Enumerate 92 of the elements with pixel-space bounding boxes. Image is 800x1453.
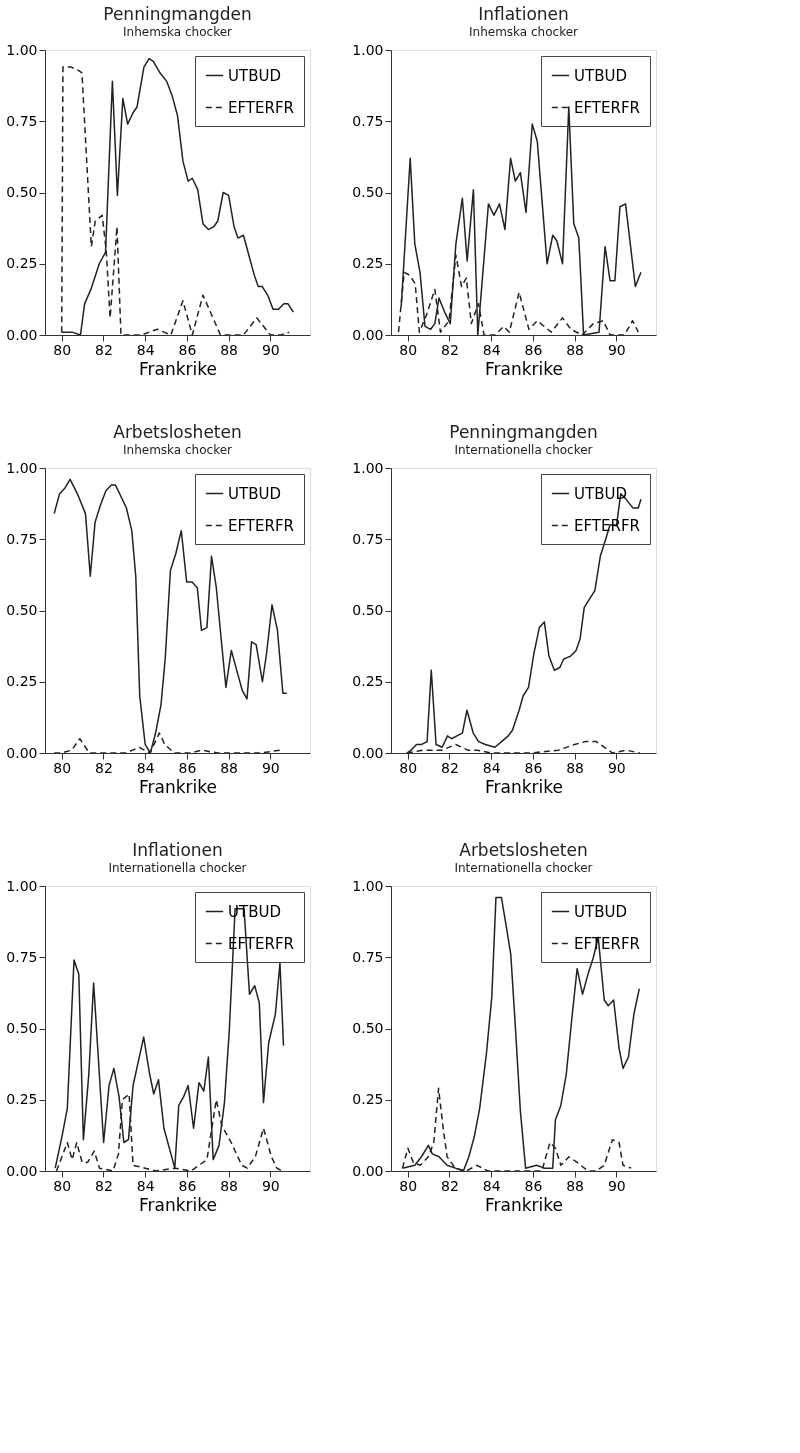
chart-subtitle: Inhemska chocker bbox=[123, 443, 233, 457]
x-tick-label: 82 bbox=[95, 759, 113, 776]
y-tick-label: 0.00 bbox=[6, 1162, 38, 1179]
y-tick-label: 0.00 bbox=[352, 1162, 384, 1179]
y-tick-label: 1.00 bbox=[352, 41, 384, 58]
y-tick-label: 0.00 bbox=[352, 326, 384, 343]
y-tick-label: 0.75 bbox=[6, 530, 38, 547]
x-tick-label: 80 bbox=[399, 1177, 418, 1194]
legend-label: EFTERFR bbox=[574, 98, 640, 117]
chart-subtitle: Internationella chocker bbox=[454, 861, 593, 875]
x-tick-label: 86 bbox=[178, 341, 197, 358]
x-tick-label: 88 bbox=[220, 341, 239, 358]
chart-subtitle: Inhemska chocker bbox=[123, 25, 233, 39]
x-tick-label: 88 bbox=[566, 1177, 585, 1194]
x-tick-label: 86 bbox=[524, 759, 543, 776]
y-tick-label: 0.75 bbox=[352, 112, 384, 129]
y-tick-label: 0.25 bbox=[6, 255, 38, 272]
x-tick-label: 84 bbox=[482, 759, 501, 776]
x-tick-label: 88 bbox=[566, 759, 585, 776]
y-tick-label: 0.00 bbox=[352, 744, 384, 761]
legend-label: UTBUD bbox=[574, 902, 627, 921]
x-tick-label: 90 bbox=[607, 341, 626, 358]
y-tick-label: 1.00 bbox=[6, 877, 38, 894]
legend-label: UTBUD bbox=[574, 484, 627, 503]
x-axis-title: Frankrike bbox=[139, 1194, 217, 1215]
chart-subtitle: Internationella chocker bbox=[108, 861, 247, 875]
chart-title: Arbetslosheten bbox=[113, 422, 242, 442]
x-tick-label: 80 bbox=[53, 341, 72, 358]
x-axis-title: Frankrike bbox=[139, 776, 217, 797]
chart-title: Inflationen bbox=[478, 4, 569, 24]
x-tick-label: 82 bbox=[441, 759, 459, 776]
x-tick-label: 82 bbox=[95, 1177, 113, 1194]
x-tick-label: 88 bbox=[566, 341, 585, 358]
x-tick-label: 84 bbox=[136, 759, 155, 776]
y-tick-label: 0.25 bbox=[6, 1091, 38, 1108]
y-tick-label: 0.50 bbox=[352, 1020, 384, 1036]
legend-label: UTBUD bbox=[574, 66, 627, 85]
x-tick-label: 82 bbox=[441, 1177, 459, 1194]
y-tick-label: 0.00 bbox=[6, 326, 38, 343]
chart-title: Inflationen bbox=[132, 840, 223, 860]
legend-label: EFTERFR bbox=[228, 98, 294, 117]
chart-subtitle: Internationella chocker bbox=[454, 443, 593, 457]
x-tick-label: 86 bbox=[524, 341, 543, 358]
y-tick-label: 0.25 bbox=[352, 1091, 384, 1108]
x-tick-label: 82 bbox=[95, 341, 113, 358]
chart-title: Penningmangden bbox=[103, 4, 252, 24]
x-tick-label: 80 bbox=[399, 341, 418, 358]
x-axis-title: Frankrike bbox=[485, 1194, 563, 1215]
x-tick-label: 80 bbox=[53, 1177, 72, 1194]
y-tick-label: 0.50 bbox=[6, 184, 38, 200]
y-tick-label: 0.75 bbox=[6, 112, 38, 129]
x-axis-title: Frankrike bbox=[139, 358, 217, 379]
legend-label: UTBUD bbox=[228, 484, 281, 503]
x-tick-label: 84 bbox=[136, 341, 155, 358]
x-tick-label: 86 bbox=[178, 759, 197, 776]
y-tick-label: 1.00 bbox=[352, 459, 384, 476]
x-tick-label: 84 bbox=[482, 1177, 501, 1194]
y-tick-label: 0.50 bbox=[6, 602, 38, 618]
x-axis-title: Frankrike bbox=[485, 776, 563, 797]
x-tick-label: 90 bbox=[261, 1177, 280, 1194]
y-tick-label: 0.75 bbox=[6, 948, 38, 965]
x-tick-label: 88 bbox=[220, 759, 239, 776]
y-tick-label: 0.75 bbox=[352, 948, 384, 965]
x-tick-label: 90 bbox=[261, 341, 280, 358]
legend-label: EFTERFR bbox=[228, 516, 294, 535]
x-tick-label: 84 bbox=[482, 341, 501, 358]
x-tick-label: 90 bbox=[261, 759, 280, 776]
y-tick-label: 0.50 bbox=[352, 602, 384, 618]
y-tick-label: 0.25 bbox=[352, 673, 384, 690]
chart-title: Penningmangden bbox=[449, 422, 598, 442]
chart-title: Arbetslosheten bbox=[459, 840, 588, 860]
x-tick-label: 90 bbox=[607, 759, 626, 776]
y-tick-label: 0.50 bbox=[352, 184, 384, 200]
legend-label: UTBUD bbox=[228, 66, 281, 85]
y-tick-label: 0.75 bbox=[352, 530, 384, 547]
y-tick-label: 1.00 bbox=[6, 459, 38, 476]
y-tick-label: 0.50 bbox=[6, 1020, 38, 1036]
x-tick-label: 80 bbox=[399, 759, 418, 776]
x-tick-label: 80 bbox=[53, 759, 72, 776]
x-tick-label: 84 bbox=[136, 1177, 155, 1194]
y-tick-label: 0.25 bbox=[6, 673, 38, 690]
x-tick-label: 88 bbox=[220, 1177, 239, 1194]
x-tick-label: 86 bbox=[524, 1177, 543, 1194]
x-tick-label: 86 bbox=[178, 1177, 197, 1194]
y-tick-label: 0.25 bbox=[352, 255, 384, 272]
x-axis-title: Frankrike bbox=[485, 358, 563, 379]
y-tick-label: 1.00 bbox=[6, 41, 38, 58]
chart-subtitle: Inhemska chocker bbox=[469, 25, 579, 39]
y-tick-label: 1.00 bbox=[352, 877, 384, 894]
x-tick-label: 82 bbox=[441, 341, 459, 358]
x-tick-label: 90 bbox=[607, 1177, 626, 1194]
y-tick-label: 0.00 bbox=[6, 744, 38, 761]
